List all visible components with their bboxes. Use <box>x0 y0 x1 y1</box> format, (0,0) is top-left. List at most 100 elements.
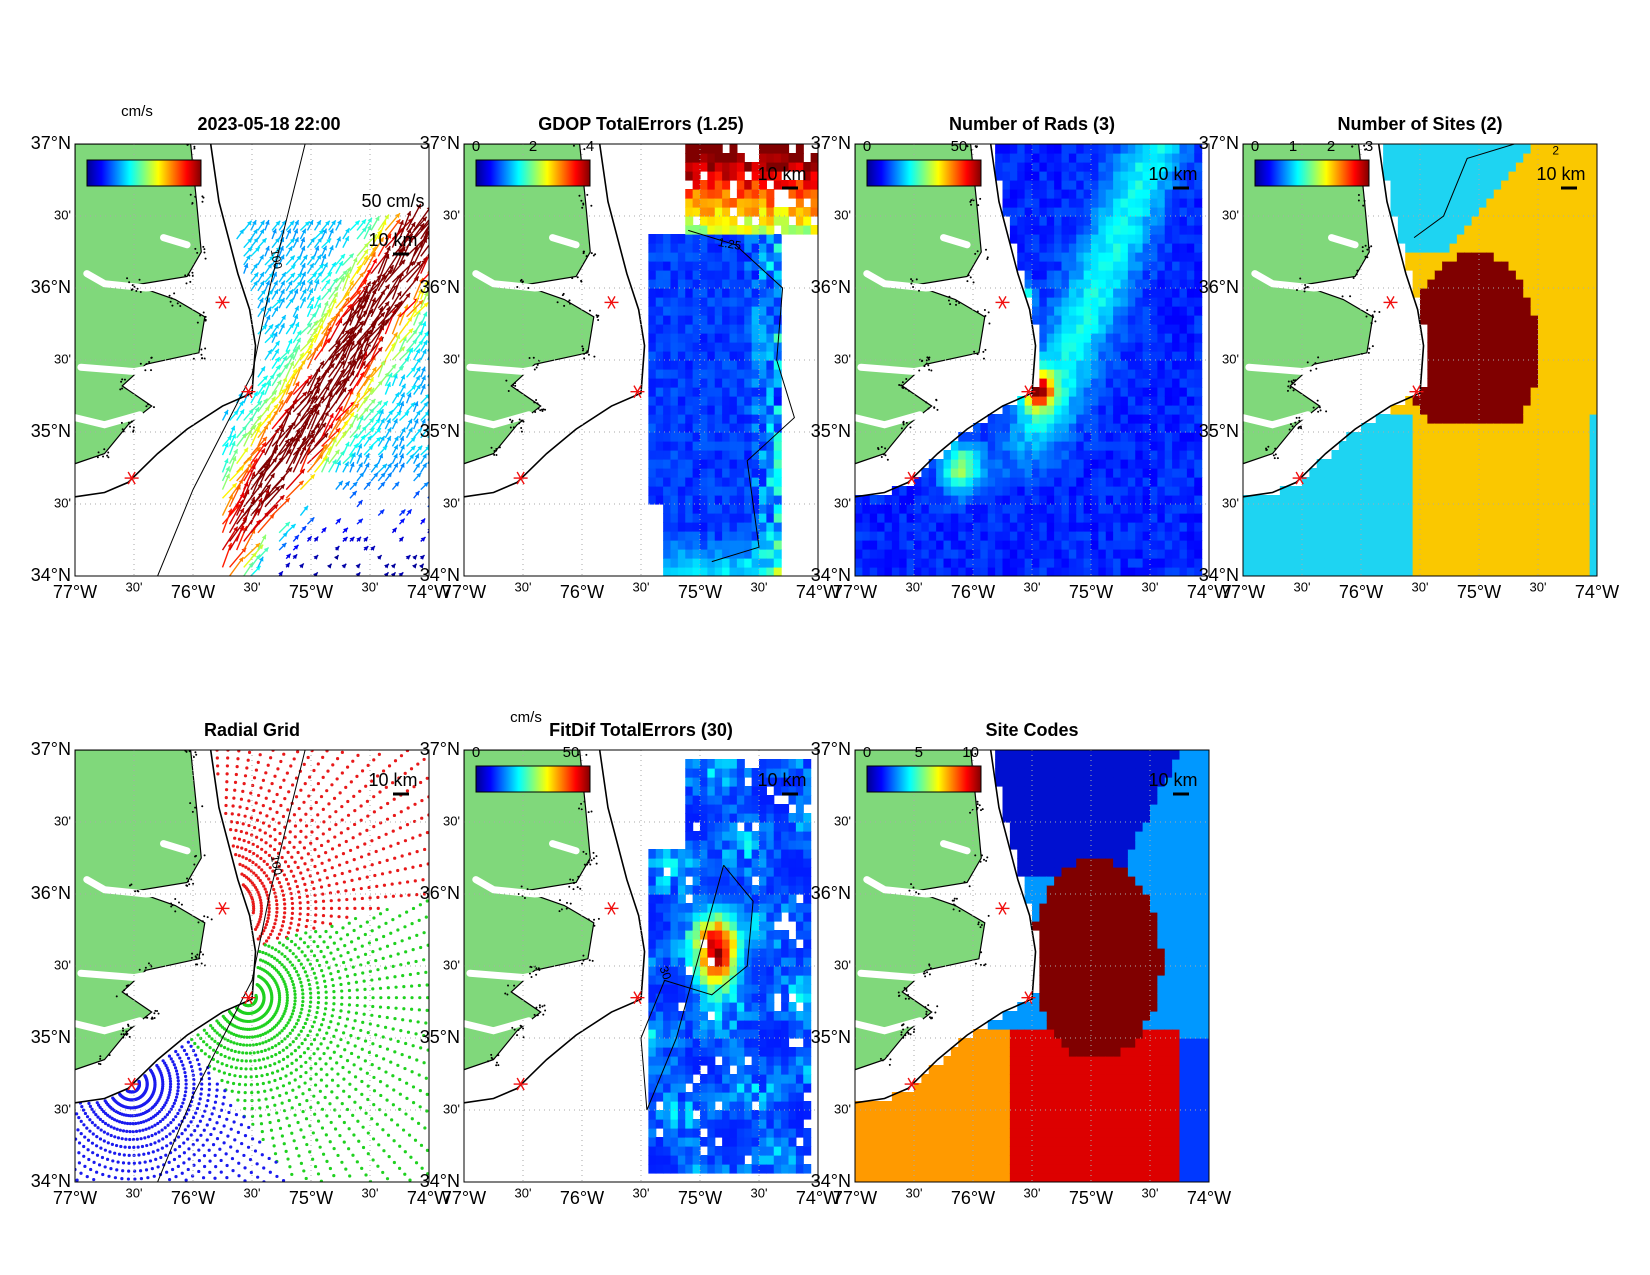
data-cell <box>1186 414 1195 424</box>
data-cell <box>1150 504 1158 514</box>
data-cell <box>1194 450 1203 460</box>
data-cell <box>1009 198 1018 208</box>
current-vector <box>377 253 390 283</box>
vector-head <box>346 266 351 272</box>
data-cell <box>1434 369 1443 379</box>
vector-head <box>416 472 422 478</box>
data-cell <box>1449 486 1458 496</box>
data-cell <box>1061 198 1070 208</box>
data-cell <box>1397 504 1406 514</box>
data-cell <box>714 540 723 550</box>
data-cell <box>1346 495 1355 505</box>
data-cell <box>781 207 790 217</box>
data-cell <box>663 468 672 478</box>
data-cell <box>670 477 679 487</box>
x-tick-label: 30' <box>244 579 261 594</box>
data-cell <box>958 522 967 532</box>
data-cell <box>773 486 782 496</box>
data-cell <box>1427 522 1436 532</box>
data-cell <box>751 369 760 379</box>
coast-speck <box>947 299 950 302</box>
data-cell <box>1316 567 1325 576</box>
data-cell <box>1113 495 1122 505</box>
vector-head <box>354 403 359 409</box>
data-cell <box>914 549 922 559</box>
vector-head <box>246 220 252 226</box>
data-cell <box>965 459 974 469</box>
data-cell <box>685 459 694 469</box>
vector-head <box>316 295 321 301</box>
vector-head <box>430 376 434 381</box>
data-cell <box>1309 549 1318 559</box>
data-cell <box>1324 549 1333 559</box>
data-cell <box>1368 531 1377 541</box>
data-cell <box>1397 531 1406 541</box>
data-cell <box>1061 270 1070 280</box>
data-cell <box>1397 567 1406 576</box>
data-cell <box>1113 171 1122 181</box>
data-cell <box>1083 531 1092 541</box>
data-cell <box>1353 486 1362 496</box>
data-cell <box>1338 468 1347 478</box>
data-cell <box>1324 567 1333 576</box>
data-cell <box>1032 540 1040 550</box>
data-cell <box>729 225 738 235</box>
data-cell <box>1316 486 1325 496</box>
data-cell <box>759 567 767 576</box>
data-cell <box>1061 171 1070 181</box>
data-cell <box>1442 351 1451 361</box>
data-cell <box>685 441 694 451</box>
data-cell <box>1186 198 1195 208</box>
data-cell <box>891 495 900 505</box>
data-cell <box>714 342 723 352</box>
coast-speck <box>130 420 133 423</box>
data-cell <box>1179 414 1188 424</box>
data-cell <box>1039 387 1048 397</box>
data-cell <box>670 324 679 334</box>
data-cell <box>1091 522 1099 532</box>
data-cell <box>714 558 723 568</box>
data-cell <box>1164 261 1173 271</box>
data-cell <box>1002 450 1011 460</box>
coast-speck <box>933 406 936 409</box>
data-cell <box>1017 468 1026 478</box>
data-cell <box>707 288 716 298</box>
data-cell <box>1002 162 1011 172</box>
data-cell <box>1039 315 1048 325</box>
data-cell <box>1127 540 1136 550</box>
data-cell <box>648 441 657 451</box>
data-cell <box>1464 252 1473 262</box>
vector-head <box>315 410 320 416</box>
data-cell <box>950 540 959 550</box>
data-cell <box>1046 180 1055 190</box>
data-cell <box>648 369 657 379</box>
data-cell <box>1464 396 1473 406</box>
data-cell <box>1383 558 1392 568</box>
data-cell <box>648 360 657 370</box>
data-cell <box>1105 423 1114 433</box>
data-cell <box>1017 189 1026 199</box>
data-cell <box>1091 387 1099 397</box>
vector-head <box>286 449 292 455</box>
data-cell <box>1061 504 1070 514</box>
data-cell <box>744 405 753 415</box>
data-cell <box>1265 522 1274 532</box>
data-cell <box>1346 441 1355 451</box>
data-cell <box>936 558 945 568</box>
data-cell <box>773 369 782 379</box>
data-cell <box>700 495 708 505</box>
data-cell <box>1127 441 1136 451</box>
data-cell <box>1265 558 1274 568</box>
data-cell <box>773 432 782 442</box>
data-cell <box>1397 144 1406 154</box>
data-cell <box>1039 423 1048 433</box>
data-cell <box>1032 558 1040 568</box>
data-cell <box>1127 522 1136 532</box>
data-cell <box>1009 540 1018 550</box>
data-cell <box>1412 549 1421 559</box>
coast-speck <box>539 409 542 412</box>
data-cell <box>1076 360 1085 370</box>
data-cell <box>1127 288 1136 298</box>
data-cell <box>1405 414 1414 424</box>
